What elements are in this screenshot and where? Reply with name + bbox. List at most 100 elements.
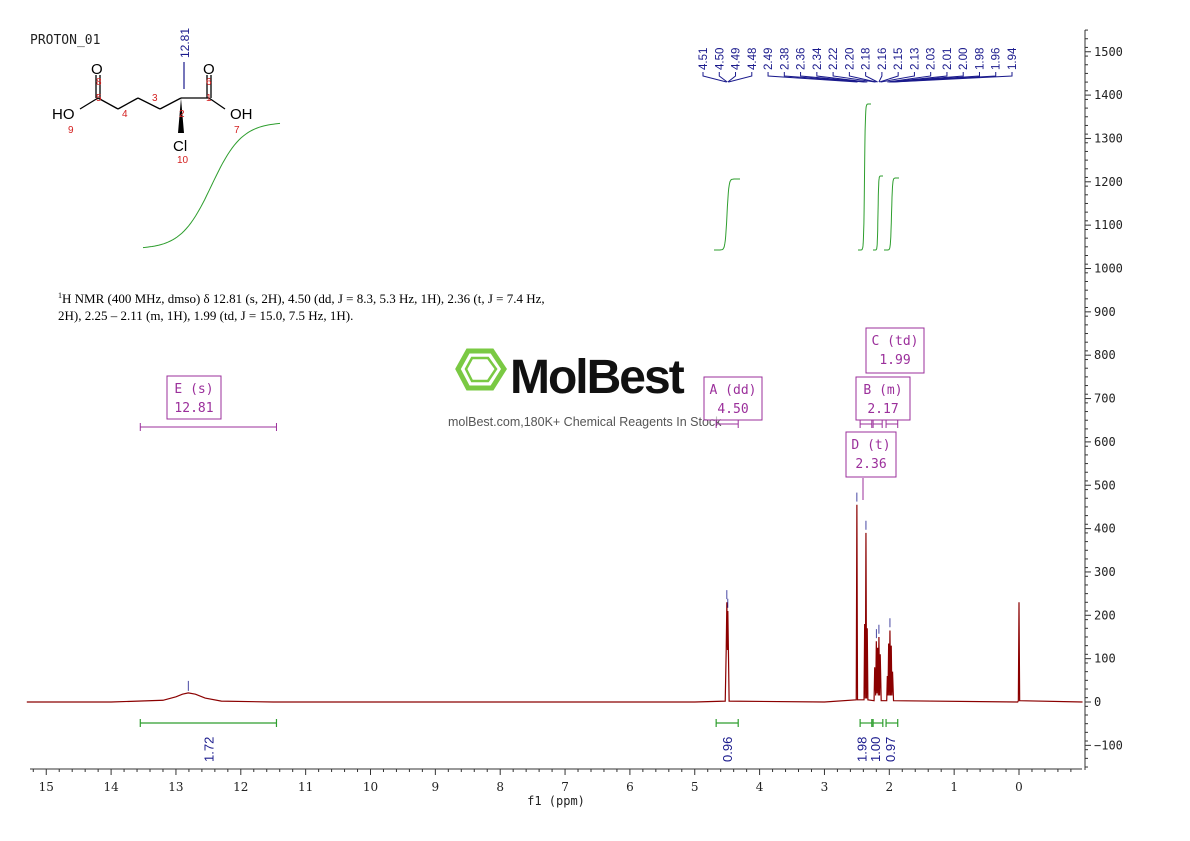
peak-leader-line: [783, 72, 865, 83]
multiplet-shift: 2.36: [855, 457, 886, 472]
spectrum-title: PROTON_01: [30, 33, 100, 48]
x-tick-label: 15: [39, 780, 54, 794]
x-tick-label: 6: [626, 780, 634, 794]
peak-label: 4.50: [714, 48, 726, 70]
nmr-description-line-1: 1H NMR (400 MHz, dmso) δ 12.81 (s, 2H), …: [58, 291, 545, 306]
multiplet-box: [703, 376, 763, 421]
integral-curve: [858, 103, 871, 251]
x-tick-label: 3: [821, 780, 829, 794]
integral-value: 0.97: [883, 737, 898, 762]
x-tick-label: 11: [298, 780, 313, 794]
watermark: MolBest molBest.com,180K+ Chemical Reage…: [448, 348, 722, 429]
y-tick-label: 100: [1094, 652, 1116, 666]
molbest-logo-icon: [455, 348, 507, 391]
multiplet-name: C (td): [872, 334, 919, 349]
peak-leader-line: [878, 72, 883, 83]
y-tick-label: 500: [1094, 478, 1116, 492]
x-tick-label: 2: [885, 780, 893, 794]
peak-label: 2.20: [844, 48, 856, 70]
multiplet-name: D (t): [851, 438, 890, 453]
atom-number: 9: [68, 125, 74, 136]
multiplet-box: [166, 375, 222, 420]
multiplet-name: E (s): [174, 382, 213, 397]
atom-label: HO: [52, 106, 75, 123]
watermark-logo-text: MolBest: [510, 351, 685, 404]
peak-leader-line: [718, 72, 728, 83]
atom-label: OH: [230, 106, 253, 123]
peak-label: 1.98: [974, 48, 986, 70]
peak-leader-line: [865, 72, 878, 83]
x-tick-label: 13: [168, 780, 183, 794]
x-tick-label: 0: [1015, 780, 1023, 794]
integral-curve: [714, 178, 740, 251]
multiplet-shift: 1.99: [879, 353, 910, 368]
peak-leader-line: [767, 72, 858, 83]
multiplet-shift: 4.50: [717, 402, 748, 417]
y-axis-ticks: 1500140013001200110010009008007006005004…: [1085, 29, 1123, 768]
atom-number: 7: [234, 125, 240, 136]
x-axis-label: f1 (ppm): [527, 794, 585, 808]
peak-leader-line: [879, 72, 899, 83]
y-tick-label: 1400: [1094, 88, 1123, 102]
peak-label: 1.94: [1007, 47, 1019, 70]
peak-label: 4.49: [731, 48, 743, 70]
peak-label: 2.38: [779, 48, 791, 70]
multiplet-box: [855, 376, 911, 421]
molecule-bonds: [79, 75, 226, 110]
peak-leader-line: [832, 72, 876, 83]
peak-leader-line: [848, 72, 877, 83]
atom-label: O: [203, 61, 215, 78]
atom-number: 4: [122, 109, 128, 120]
nmr-description-line-2: 2H), 2.25 – 2.11 (m, 1H), 1.99 (td, J = …: [58, 308, 353, 323]
peak-label: 1.96: [991, 48, 1003, 70]
peak-leader-line: [880, 72, 915, 83]
integral-value: 1.00: [868, 737, 883, 762]
integral-curves: [142, 103, 899, 251]
y-tick-label: 1500: [1094, 45, 1123, 59]
peak-leader-line: [893, 72, 1013, 83]
x-tick-label: 8: [496, 780, 504, 794]
peak-label: 2.36: [796, 48, 808, 70]
atom-number: 8: [96, 77, 102, 88]
peak-leader-line: [702, 72, 727, 83]
multiplet-shift: 12.81: [174, 401, 213, 416]
peak-label: 2.15: [893, 48, 905, 70]
peak-label: 2.18: [861, 48, 873, 70]
molecule-structure: 12.81 O O HO OH Cl 8 6 5 3 1 4 2 9 7 10: [52, 28, 253, 166]
integral-curve: [142, 122, 281, 249]
multiplet-name: B (m): [863, 383, 902, 398]
multiplet-box: [865, 327, 925, 374]
y-tick-label: 700: [1094, 392, 1116, 406]
peak-label: 2.01: [942, 48, 954, 70]
peak-label: 2.03: [926, 48, 938, 70]
peak-label-group: 4.51 4.50 4.49 4.48 2.49 2.38 2.36 2.34 2.22 2.20…: [698, 47, 1019, 83]
x-axis-ticks: 15 14 13 12 11 10 9 8 7 6 5 4 3 2 1 0: [32, 769, 1072, 794]
atom-number: 6: [206, 77, 212, 88]
y-tick-label: 300: [1094, 565, 1116, 579]
peak-label: 4.51: [698, 48, 710, 70]
y-tick-label: −100: [1094, 738, 1123, 752]
y-tick-label: 900: [1094, 305, 1116, 319]
x-tick-label: 1: [950, 780, 958, 794]
integral-value: 1.98: [854, 737, 869, 762]
peak-leader-line: [728, 72, 753, 83]
integral-curve: [873, 175, 883, 251]
y-tick-label: 200: [1094, 608, 1116, 622]
peak-label: 2.34: [812, 47, 824, 70]
integral-value: 1.72: [201, 737, 216, 762]
atom-label: Cl: [173, 138, 187, 155]
stereo-wedge-bond: [178, 98, 184, 133]
peak-leader-line: [727, 72, 737, 83]
atom-number: 10: [177, 155, 189, 166]
integral-bars: 1.72 0.96 1.981.00 0.97: [139, 719, 899, 762]
multiplet-boxes: E (s) 12.81 A (dd) 4.50 B (m) 2.17 C (td) 1.99 D…: [139, 327, 925, 500]
peak-label: 2.49: [763, 48, 775, 70]
multiplet-name: A (dd): [710, 383, 757, 398]
peak-top-label: 12.81: [178, 28, 192, 58]
peak-label: 2.22: [828, 48, 840, 70]
integral-curve: [884, 177, 899, 251]
atom-label: O: [91, 61, 103, 78]
atom-number: 5: [96, 93, 102, 104]
peak-label: 4.48: [747, 48, 759, 70]
peak-leader-line: [887, 72, 932, 83]
